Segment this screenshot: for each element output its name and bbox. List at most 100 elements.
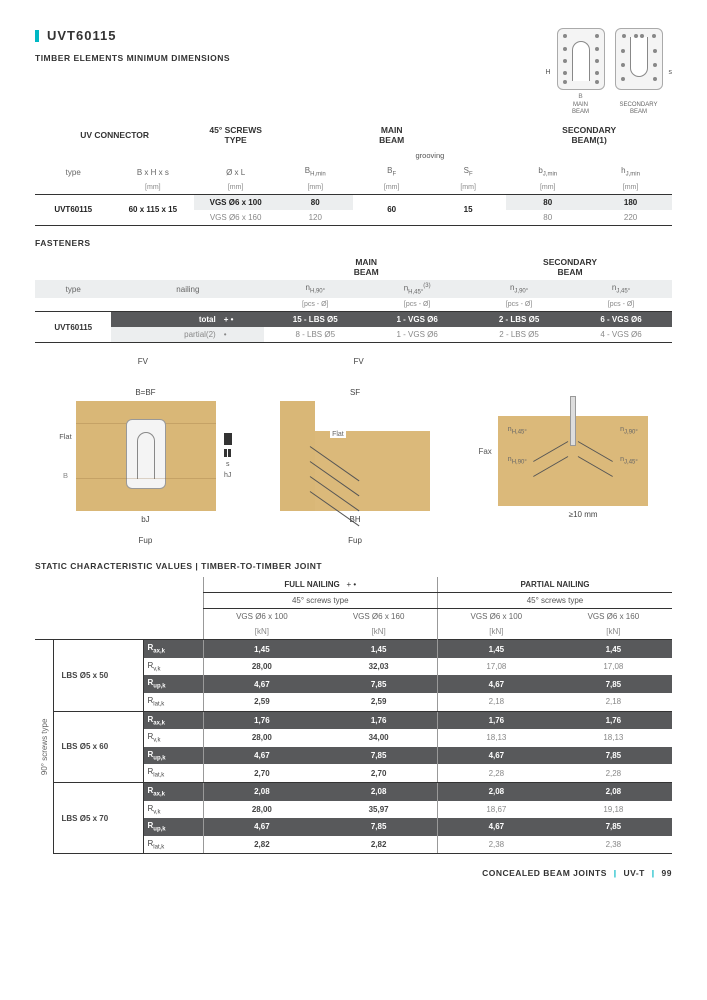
col-nh90: nH,90° bbox=[264, 280, 366, 298]
value-cell: 19,18 bbox=[555, 801, 672, 819]
unit-pcs: [pcs - Ø] bbox=[570, 298, 672, 312]
s-label: s bbox=[226, 461, 230, 468]
header-left: UVT60115 TIMBER ELEMENTS MINIMUM DIMENSI… bbox=[35, 28, 545, 63]
cell-ol: VGS Ø6 x 160 bbox=[194, 210, 277, 226]
metric-label: Rlat,k bbox=[143, 693, 203, 711]
hdr-full: FULL NAILING + • bbox=[203, 577, 437, 593]
value-cell: 28,00 bbox=[203, 658, 320, 676]
value-cell: 2,18 bbox=[555, 693, 672, 711]
cell: 15 - LBS Ø5 bbox=[264, 312, 366, 328]
col-nj45: nJ,45° bbox=[570, 280, 672, 298]
cell: 4 - VGS Ø6 bbox=[570, 327, 672, 343]
b-label: B bbox=[59, 471, 72, 480]
hdr-mainbeam: MAIN BEAM bbox=[277, 122, 506, 148]
value-cell: 32,03 bbox=[320, 658, 437, 676]
hdr-full-sym: + • bbox=[346, 580, 356, 589]
cell: 6 - VGS Ø6 bbox=[570, 312, 672, 328]
hdr-secbeam: SECONDARY BEAM(1) bbox=[506, 122, 672, 148]
dim-s-label: s bbox=[669, 69, 673, 76]
accent-block bbox=[35, 30, 39, 42]
col-hjmin: hJ,min bbox=[589, 163, 672, 181]
fup-label: Fup bbox=[280, 536, 430, 545]
value-cell: 17,08 bbox=[437, 658, 554, 676]
footer-category: CONCEALED BEAM JOINTS bbox=[482, 868, 607, 878]
col-nailing: nailing bbox=[111, 280, 264, 298]
unit-kn: [kN] bbox=[320, 624, 437, 640]
beam-figures: B=BF Flat B s hJ bJ Fup SF Flat bbox=[35, 384, 672, 549]
unit-kn: [kN] bbox=[437, 624, 554, 640]
page-footer: CONCEALED BEAM JOINTS | UV-T | 99 bbox=[35, 868, 672, 878]
value-cell: 28,00 bbox=[203, 801, 320, 819]
unit-mm: [mm] bbox=[589, 181, 672, 195]
table-row: UVT60115 total + • 15 - LBS Ø5 1 - VGS Ø… bbox=[35, 312, 672, 328]
value-cell: 7,85 bbox=[320, 747, 437, 765]
table-row: partial(2) • 8 - LBS Ø5 1 - VGS Ø6 2 - L… bbox=[35, 327, 672, 343]
metric-label: Rlat,k bbox=[143, 836, 203, 854]
value-cell: 1,45 bbox=[437, 640, 554, 658]
col-type: type bbox=[35, 280, 111, 298]
table-row: LBS Ø5 x 70Rax,k2,082,082,082,08 bbox=[35, 782, 672, 800]
plate-icon bbox=[557, 28, 605, 90]
dimensions-table: UV CONNECTOR 45° SCREWS TYPE MAIN BEAM S… bbox=[35, 122, 672, 226]
unit-pcs: [pcs - Ø] bbox=[366, 298, 468, 312]
nj45-label: nJ,45° bbox=[620, 456, 638, 465]
unit-mm: [mm] bbox=[430, 181, 506, 195]
value-cell: 1,45 bbox=[555, 640, 672, 658]
group-label: LBS Ø5 x 70 bbox=[53, 782, 143, 853]
main-beam-caption: MAIN BEAM bbox=[557, 102, 605, 116]
wood-front-icon bbox=[76, 401, 216, 511]
static-heading: STATIC CHARACTERISTIC VALUES | TIMBER-TO… bbox=[35, 561, 672, 571]
col-bhmin: BH,min bbox=[277, 163, 353, 181]
cell: 1 - VGS Ø6 bbox=[366, 312, 468, 328]
dim-h-label: H bbox=[545, 69, 550, 76]
secondary-beam-plate: SECONDARY BEAM bbox=[615, 28, 663, 116]
cell: 8 - LBS Ø5 bbox=[264, 327, 366, 343]
hdr-partial: PARTIAL NAILING bbox=[437, 577, 672, 593]
page-subtitle: TIMBER ELEMENTS MINIMUM DIMENSIONS bbox=[35, 53, 545, 63]
value-cell: 2,82 bbox=[203, 836, 320, 854]
nh45-label: nH,45° bbox=[508, 426, 527, 435]
flat-label: Flat bbox=[330, 431, 346, 438]
value-cell: 7,85 bbox=[555, 675, 672, 693]
metric-label: Rax,k bbox=[143, 640, 203, 658]
cell: 1 - VGS Ø6 bbox=[366, 327, 468, 343]
value-cell: 18,13 bbox=[437, 729, 554, 747]
col-bf: BF bbox=[353, 163, 429, 181]
footer-page: 99 bbox=[662, 868, 672, 878]
bj-label: bJ bbox=[59, 515, 232, 524]
nailing-symbol: • bbox=[220, 327, 265, 343]
value-cell: 1,76 bbox=[320, 711, 437, 729]
nailing-symbol: + • bbox=[220, 312, 265, 328]
unit-pcs: [pcs - Ø] bbox=[468, 298, 570, 312]
footer-code: UV-T bbox=[624, 868, 645, 878]
col-ol: Ø x L bbox=[194, 163, 277, 181]
unit-pcs: [pcs - Ø] bbox=[264, 298, 366, 312]
value-cell: 4,67 bbox=[437, 747, 554, 765]
value-cell: 7,85 bbox=[555, 747, 672, 765]
page-header: UVT60115 TIMBER ELEMENTS MINIMUM DIMENSI… bbox=[35, 28, 672, 116]
value-cell: 1,45 bbox=[320, 640, 437, 658]
hdr-45: 45° screws type bbox=[203, 593, 437, 609]
hdr-screws: 45° SCREWS TYPE bbox=[194, 122, 277, 148]
value-cell: 7,85 bbox=[320, 675, 437, 693]
unit-mm: [mm] bbox=[111, 181, 194, 195]
value-cell: 18,67 bbox=[437, 801, 554, 819]
cell-type: UVT60115 bbox=[35, 312, 111, 343]
cell: 2 - LBS Ø5 bbox=[468, 327, 570, 343]
cell: 80 bbox=[506, 194, 589, 210]
value-cell: 35,97 bbox=[320, 801, 437, 819]
col-type: type bbox=[35, 163, 111, 181]
table-row: 90° screws typeLBS Ø5 x 50Rax,k1,451,451… bbox=[35, 640, 672, 658]
value-cell: 4,67 bbox=[203, 675, 320, 693]
fasteners-heading: FASTENERS bbox=[35, 238, 672, 248]
metric-label: Rup,k bbox=[143, 818, 203, 836]
value-cell: 2,38 bbox=[555, 836, 672, 854]
cell: 180 bbox=[589, 194, 672, 210]
main-beam-plate: B MAIN BEAM bbox=[557, 28, 605, 116]
value-cell: 4,67 bbox=[437, 675, 554, 693]
plate-icon bbox=[615, 28, 663, 90]
value-cell: 1,45 bbox=[203, 640, 320, 658]
flat-label: Flat bbox=[59, 432, 72, 441]
value-cell: 2,38 bbox=[437, 836, 554, 854]
value-cell: 4,67 bbox=[203, 747, 320, 765]
